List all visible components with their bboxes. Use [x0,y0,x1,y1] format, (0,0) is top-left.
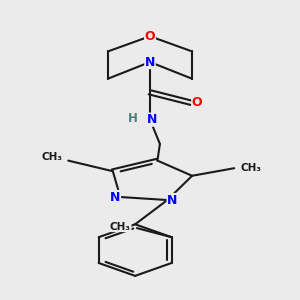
Text: O: O [192,97,203,110]
Text: H: H [128,112,138,125]
Text: N: N [145,56,155,68]
Text: O: O [145,30,155,43]
Text: CH₃: CH₃ [41,152,62,162]
Text: N: N [167,194,178,206]
Text: N: N [110,190,121,203]
Text: N: N [147,113,158,126]
Text: CH₃: CH₃ [240,163,261,173]
Text: CH₃: CH₃ [110,222,131,232]
